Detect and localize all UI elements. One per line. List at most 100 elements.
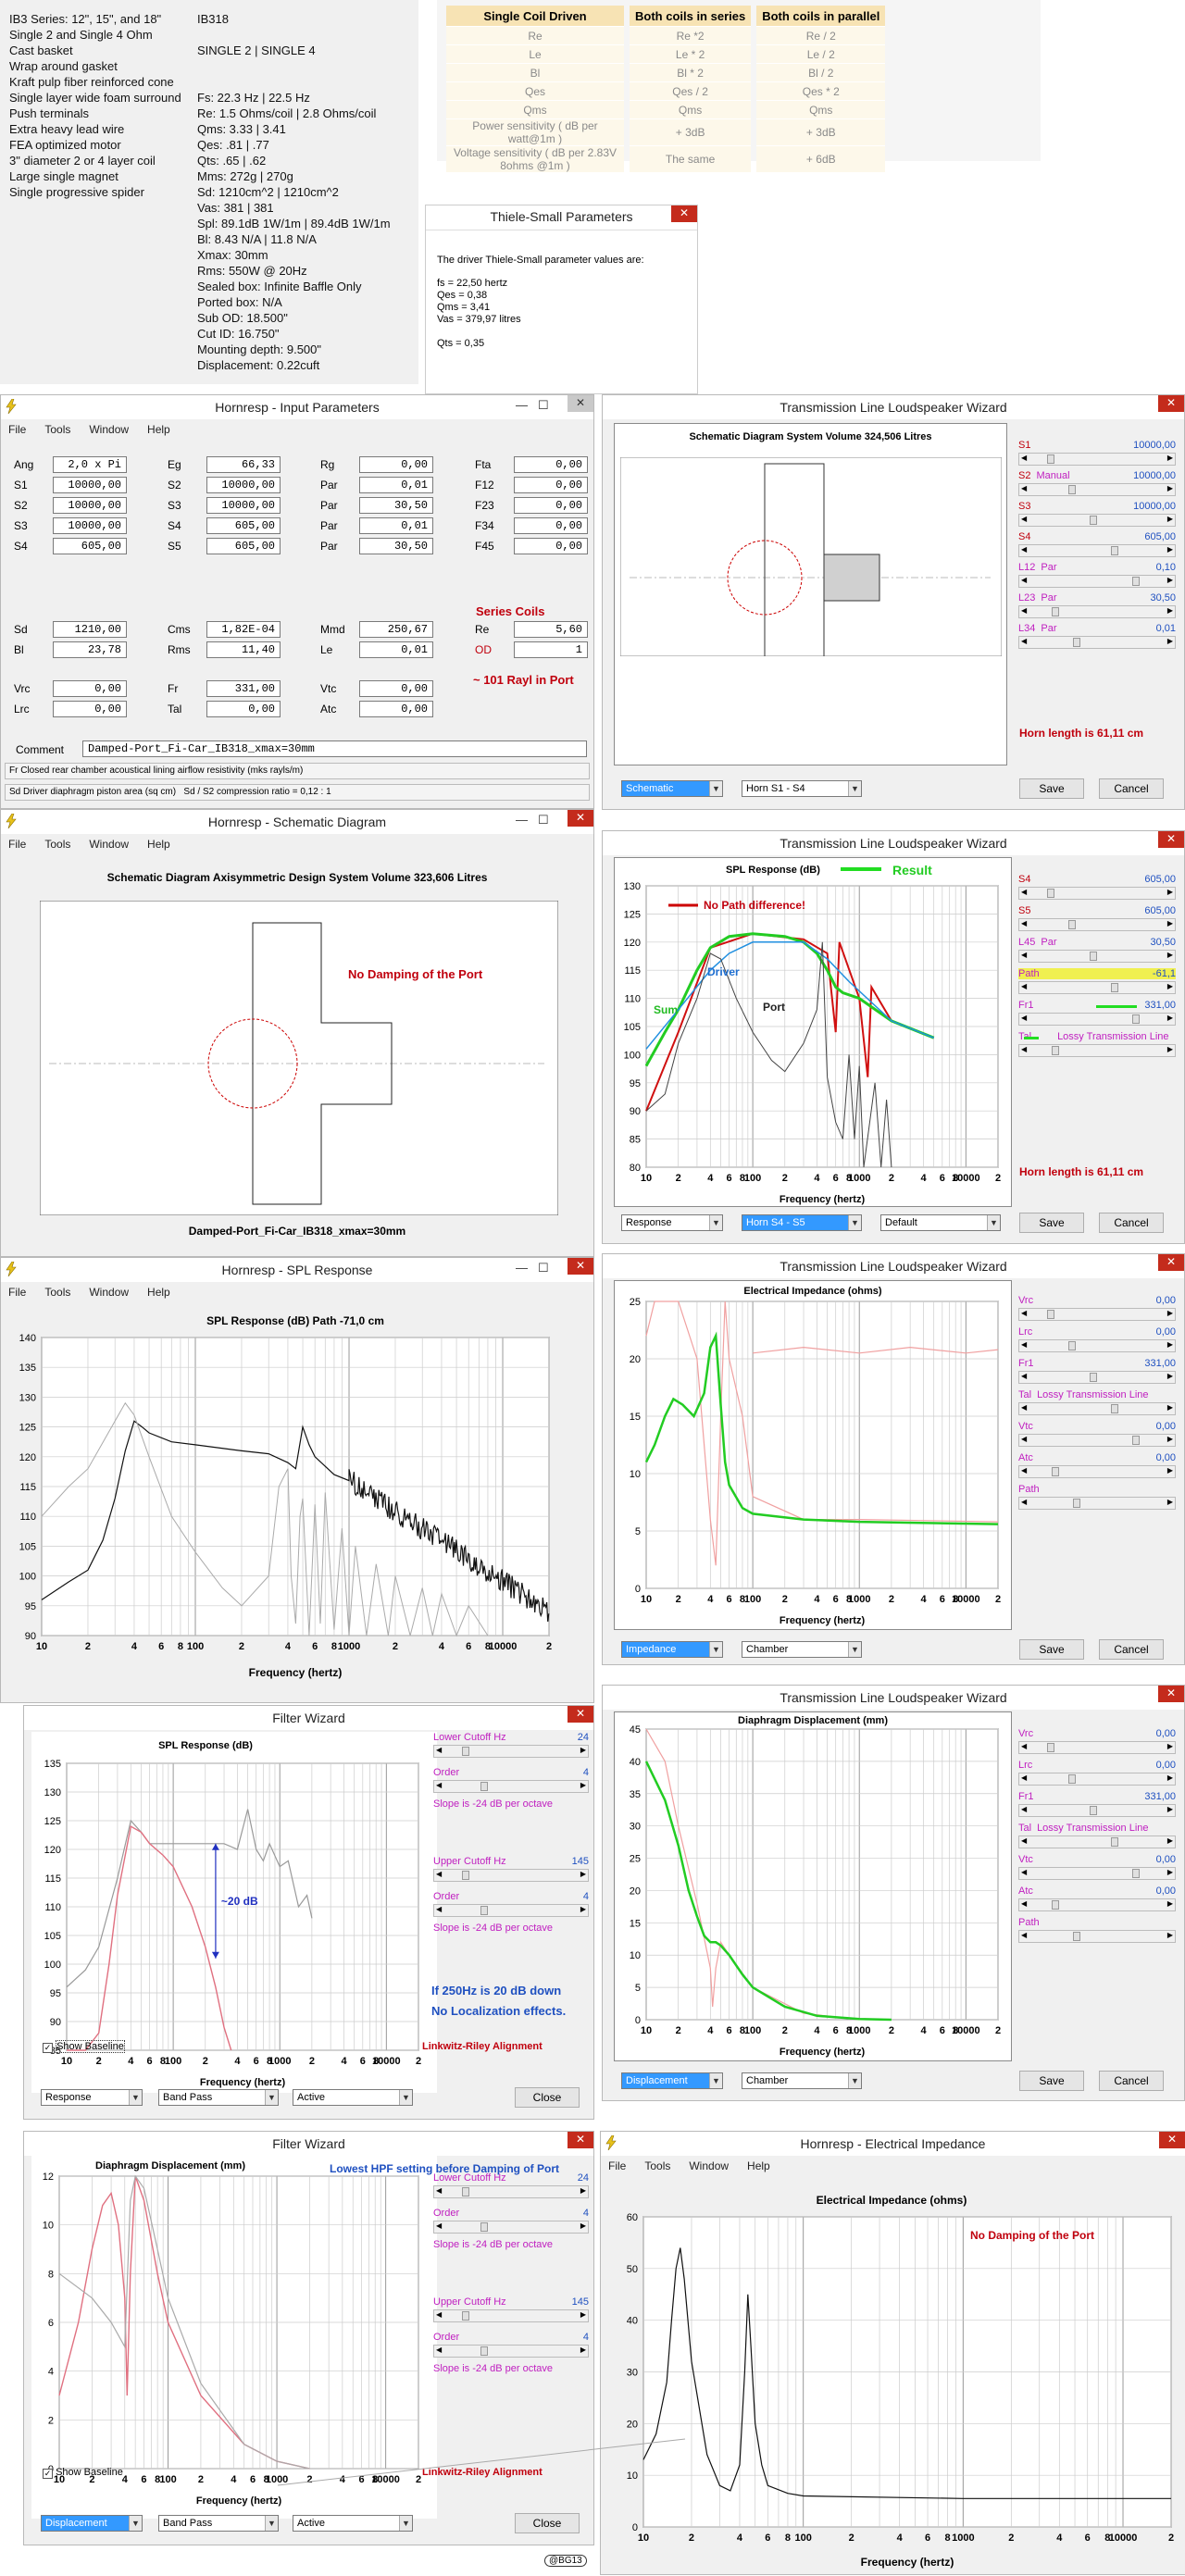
menu-item-file[interactable]: File (608, 2159, 626, 2172)
param-field-rg[interactable]: 0,00 (359, 456, 433, 473)
filter-type-select[interactable]: Band Pass ▼ (158, 2515, 279, 2532)
filter-slider[interactable]: ◀ ▶ (433, 1780, 589, 1793)
close-icon[interactable]: ✕ (568, 810, 593, 827)
slider-thumb[interactable] (1111, 1837, 1118, 1847)
right-arrow-icon[interactable]: ▶ (1167, 1498, 1173, 1506)
close-icon[interactable]: ✕ (568, 395, 593, 412)
close-icon[interactable]: ✕ (1159, 2132, 1185, 2148)
view-select[interactable]: Displacement ▼ (41, 2515, 143, 2532)
slider-thumb[interactable] (1111, 546, 1118, 555)
param-field-s3[interactable]: 10000,00 (53, 517, 127, 534)
right-arrow-icon[interactable]: ▶ (1167, 1403, 1173, 1412)
filter-slider[interactable]: ◀ ▶ (433, 1745, 589, 1758)
slider-thumb[interactable] (1132, 1869, 1140, 1878)
left-arrow-icon[interactable]: ◀ (436, 2186, 442, 2195)
right-arrow-icon[interactable]: ▶ (1167, 454, 1173, 462)
cancel-button[interactable]: Cancel (1099, 2071, 1164, 2091)
slider[interactable]: ◀ ▶ (1018, 1804, 1176, 1817)
slider[interactable]: ◀ ▶ (1018, 1308, 1176, 1321)
slider-thumb[interactable] (480, 2346, 488, 2356)
param-field-f12[interactable]: 0,00 (514, 477, 588, 493)
filter-mode-select[interactable]: Active ▼ (293, 2515, 413, 2532)
left-arrow-icon[interactable]: ◀ (436, 2221, 442, 2230)
close-icon[interactable]: ✕ (1158, 831, 1184, 848)
filter-slider[interactable]: ◀ ▶ (433, 2345, 589, 2358)
right-arrow-icon[interactable]: ▶ (1167, 888, 1173, 896)
slider-thumb[interactable] (462, 2187, 469, 2196)
save-button[interactable]: Save (1019, 778, 1084, 799)
menu-item-file[interactable]: File (8, 838, 26, 851)
right-arrow-icon[interactable]: ▶ (1167, 919, 1173, 927)
param-field-fta[interactable]: 0,00 (514, 456, 588, 473)
right-arrow-icon[interactable]: ▶ (1167, 484, 1173, 492)
slider-thumb[interactable] (1047, 1743, 1054, 1752)
menu-item-help[interactable]: Help (747, 2159, 770, 2172)
right-arrow-icon[interactable]: ▶ (580, 2221, 586, 2230)
slider[interactable]: ◀ ▶ (1018, 918, 1176, 931)
slider-thumb[interactable] (462, 2311, 469, 2321)
right-arrow-icon[interactable]: ▶ (1167, 1742, 1173, 1750)
slider[interactable]: ◀ ▶ (1018, 1836, 1176, 1848)
slider[interactable]: ◀ ▶ (1018, 1371, 1176, 1384)
close-icon[interactable]: ✕ (568, 1706, 593, 1723)
slider-thumb[interactable] (1052, 607, 1059, 616)
maximize-icon[interactable]: ☐ (538, 398, 549, 413)
slider-thumb[interactable] (1047, 1310, 1054, 1319)
filter-slider[interactable]: ◀ ▶ (433, 1869, 589, 1882)
param-field-fr[interactable]: 331,00 (206, 680, 281, 697)
close-icon[interactable]: ✕ (568, 2132, 593, 2148)
slider-thumb[interactable] (1073, 638, 1080, 647)
slider-thumb[interactable] (1047, 889, 1054, 898)
comment-field[interactable]: Damped-Port_Fi-Car_IB318_xmax=30mm (82, 740, 587, 757)
slider-thumb[interactable] (462, 1871, 469, 1880)
slider[interactable]: ◀ ▶ (1018, 575, 1176, 588)
left-arrow-icon[interactable]: ◀ (1021, 1014, 1027, 1022)
minimize-icon[interactable]: — (516, 398, 528, 412)
param-field-s3[interactable]: 10000,00 (206, 497, 281, 514)
menu-item-tools[interactable]: Tools (644, 2159, 670, 2172)
slider[interactable]: ◀ ▶ (1018, 544, 1176, 557)
param-field-s4[interactable]: 605,00 (206, 517, 281, 534)
slider-thumb[interactable] (1132, 1436, 1140, 1445)
left-arrow-icon[interactable]: ◀ (1021, 545, 1027, 554)
param-field-vtc[interactable]: 0,00 (359, 680, 433, 697)
filter-mode-select[interactable]: Active ▼ (293, 2089, 413, 2106)
left-arrow-icon[interactable]: ◀ (1021, 606, 1027, 615)
right-arrow-icon[interactable]: ▶ (1167, 1435, 1173, 1443)
right-arrow-icon[interactable]: ▶ (1167, 1340, 1173, 1349)
param-field-sd[interactable]: 1210,00 (53, 621, 127, 638)
slider[interactable]: ◀ ▶ (1018, 1773, 1176, 1786)
preset-select[interactable]: Default ▼ (880, 1214, 1001, 1231)
left-arrow-icon[interactable]: ◀ (436, 2310, 442, 2319)
slider-thumb[interactable] (1132, 577, 1140, 586)
param-field-f23[interactable]: 0,00 (514, 497, 588, 514)
right-arrow-icon[interactable]: ▶ (1167, 1868, 1173, 1876)
save-button[interactable]: Save (1019, 1213, 1084, 1233)
cancel-button[interactable]: Cancel (1099, 1213, 1164, 1233)
slider-thumb[interactable] (480, 1782, 488, 1791)
param-field-s4[interactable]: 605,00 (53, 538, 127, 554)
left-arrow-icon[interactable]: ◀ (1021, 1403, 1027, 1412)
right-arrow-icon[interactable]: ▶ (1167, 982, 1173, 990)
param-field-rms[interactable]: 11,40 (206, 641, 281, 658)
right-arrow-icon[interactable]: ▶ (1167, 1466, 1173, 1475)
close-icon[interactable]: ✕ (1158, 1686, 1184, 1702)
menu-item-tools[interactable]: Tools (44, 838, 70, 851)
filter-slider[interactable]: ◀ ▶ (433, 2309, 589, 2322)
param-field-s2[interactable]: 10000,00 (53, 497, 127, 514)
left-arrow-icon[interactable]: ◀ (1021, 951, 1027, 959)
param-field-od[interactable]: 1 (514, 641, 588, 658)
segment-select[interactable]: Horn S1 - S4 ▼ (742, 780, 862, 797)
slider-thumb[interactable] (1090, 952, 1097, 961)
menu-item-file[interactable]: File (8, 423, 26, 436)
slider[interactable]: ◀ ▶ (1018, 887, 1176, 900)
filter-slider[interactable]: ◀ ▶ (433, 1904, 589, 1917)
right-arrow-icon[interactable]: ▶ (1167, 515, 1173, 523)
left-arrow-icon[interactable]: ◀ (1021, 454, 1027, 462)
right-arrow-icon[interactable]: ▶ (580, 2310, 586, 2319)
save-button[interactable]: Save (1019, 1639, 1084, 1660)
slider[interactable]: ◀ ▶ (1018, 453, 1176, 466)
left-arrow-icon[interactable]: ◀ (1021, 1340, 1027, 1349)
param-field-s2[interactable]: 10000,00 (206, 477, 281, 493)
slider[interactable]: ◀ ▶ (1018, 605, 1176, 618)
